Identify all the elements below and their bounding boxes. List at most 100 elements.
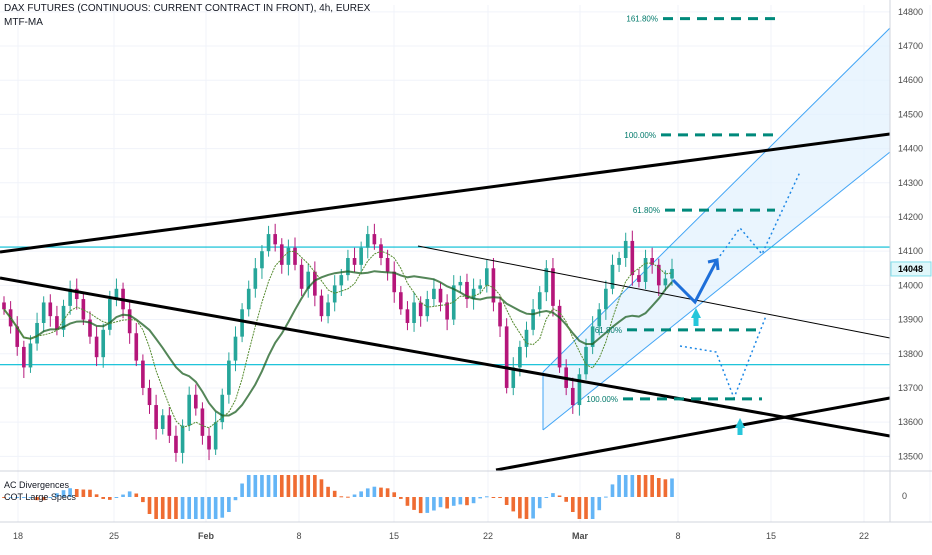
candle-body: [604, 289, 608, 310]
x-tick-label: 22: [859, 531, 869, 541]
candle-body: [187, 395, 191, 426]
histogram-bar: [247, 475, 251, 497]
sub-indicator-1-label[interactable]: AC Divergences: [4, 480, 69, 490]
histogram-bar: [88, 490, 92, 497]
histogram-bar: [604, 497, 608, 498]
y-tick-label: 14300: [898, 178, 923, 188]
candle-body: [531, 309, 535, 330]
histogram-bar: [234, 497, 238, 500]
candle-body: [578, 374, 582, 405]
histogram-bar: [260, 475, 264, 497]
histogram-bar: [545, 497, 549, 498]
fib-label: 100.00%: [624, 131, 656, 140]
histogram-bar: [492, 497, 496, 498]
histogram-bar: [644, 475, 648, 497]
histogram-bar: [240, 484, 244, 498]
candle-body: [168, 415, 172, 436]
histogram-bar: [597, 497, 601, 510]
candle-body: [2, 302, 6, 309]
histogram-bar: [630, 475, 634, 497]
indicator-label[interactable]: MTF-MA: [4, 17, 43, 28]
sub-zero-label: 0: [902, 491, 907, 501]
histogram-bar: [201, 497, 205, 519]
histogram-bar: [154, 497, 158, 519]
sub-indicator-2-label[interactable]: COT Large Specs: [4, 492, 76, 502]
candle-body: [29, 343, 33, 367]
histogram-bar: [306, 475, 310, 497]
axes: 1350013600137001380013900140001410014200…: [0, 0, 932, 541]
candle-body: [207, 436, 211, 450]
candle-body: [300, 265, 304, 289]
y-tick-label: 14600: [898, 75, 923, 85]
candle-body: [48, 302, 52, 316]
candle-body: [240, 309, 244, 336]
histogram-bar: [399, 497, 403, 499]
histogram-bar: [670, 478, 674, 497]
candle-body: [525, 330, 529, 347]
candle-body: [194, 395, 198, 409]
x-tick-label: Mar: [572, 531, 589, 541]
y-tick-label: 13900: [898, 315, 923, 325]
fib-label: 161.80%: [626, 15, 658, 24]
candle-body: [406, 309, 410, 323]
y-tick-label: 14700: [898, 41, 923, 51]
candle-body: [459, 282, 463, 285]
histogram-bar: [538, 497, 542, 508]
y-tick-label: 14100: [898, 246, 923, 256]
candle-body: [366, 234, 370, 248]
candle-body: [313, 272, 317, 296]
candle-body: [234, 337, 238, 361]
candle-body: [518, 347, 522, 368]
candle-body: [267, 234, 271, 251]
y-tick-label: 13700: [898, 383, 923, 393]
candle-body: [373, 234, 377, 244]
candle-body: [214, 422, 218, 449]
histogram-bar: [287, 475, 291, 497]
histogram-bar: [412, 497, 416, 510]
histogram-bar: [346, 497, 350, 498]
x-tick-label: 15: [766, 531, 776, 541]
candle-body: [101, 330, 105, 357]
channel-drawings: [0, 28, 890, 430]
candle-body: [320, 296, 324, 317]
candle-body: [287, 248, 291, 265]
histogram-bar: [373, 487, 377, 497]
histogram-bar: [531, 497, 535, 519]
histogram-bar: [108, 497, 112, 500]
y-tick-label: 14200: [898, 212, 923, 222]
histogram-bar: [326, 487, 330, 497]
candle-body: [597, 309, 601, 326]
candle-body: [478, 285, 482, 288]
symbol-title[interactable]: DAX FUTURES (CONTINUOUS: CURRENT CONTRAC…: [4, 3, 370, 14]
histogram-bar: [392, 492, 396, 497]
histogram-bar: [379, 488, 383, 497]
x-tick-label: 18: [13, 531, 23, 541]
projection-dotted-down: [680, 316, 766, 398]
histogram-bar: [564, 497, 568, 502]
sub-histogram: [2, 475, 674, 519]
candle-body: [161, 415, 165, 429]
histogram-bar: [498, 497, 502, 498]
candle-body: [545, 268, 549, 292]
y-tick-label: 14800: [898, 7, 923, 17]
candle-body: [611, 265, 615, 289]
x-tick-label: 22: [483, 531, 493, 541]
candle-body: [419, 302, 423, 316]
histogram-bar: [518, 497, 522, 518]
candle-body: [657, 265, 661, 286]
candle-body: [260, 251, 264, 268]
histogram-bar: [280, 475, 284, 497]
histogram-bar: [101, 497, 105, 499]
histogram-bar: [128, 491, 132, 497]
x-tick-label: 25: [109, 531, 119, 541]
histogram-bar: [174, 497, 178, 519]
histogram-bar: [478, 497, 482, 498]
histogram-bar: [339, 496, 343, 497]
candle-body: [181, 426, 185, 453]
candle-body: [584, 347, 588, 374]
histogram-bar: [439, 497, 443, 507]
fib-label: 61.80%: [633, 206, 660, 215]
last-price-label: 14048: [898, 264, 923, 274]
